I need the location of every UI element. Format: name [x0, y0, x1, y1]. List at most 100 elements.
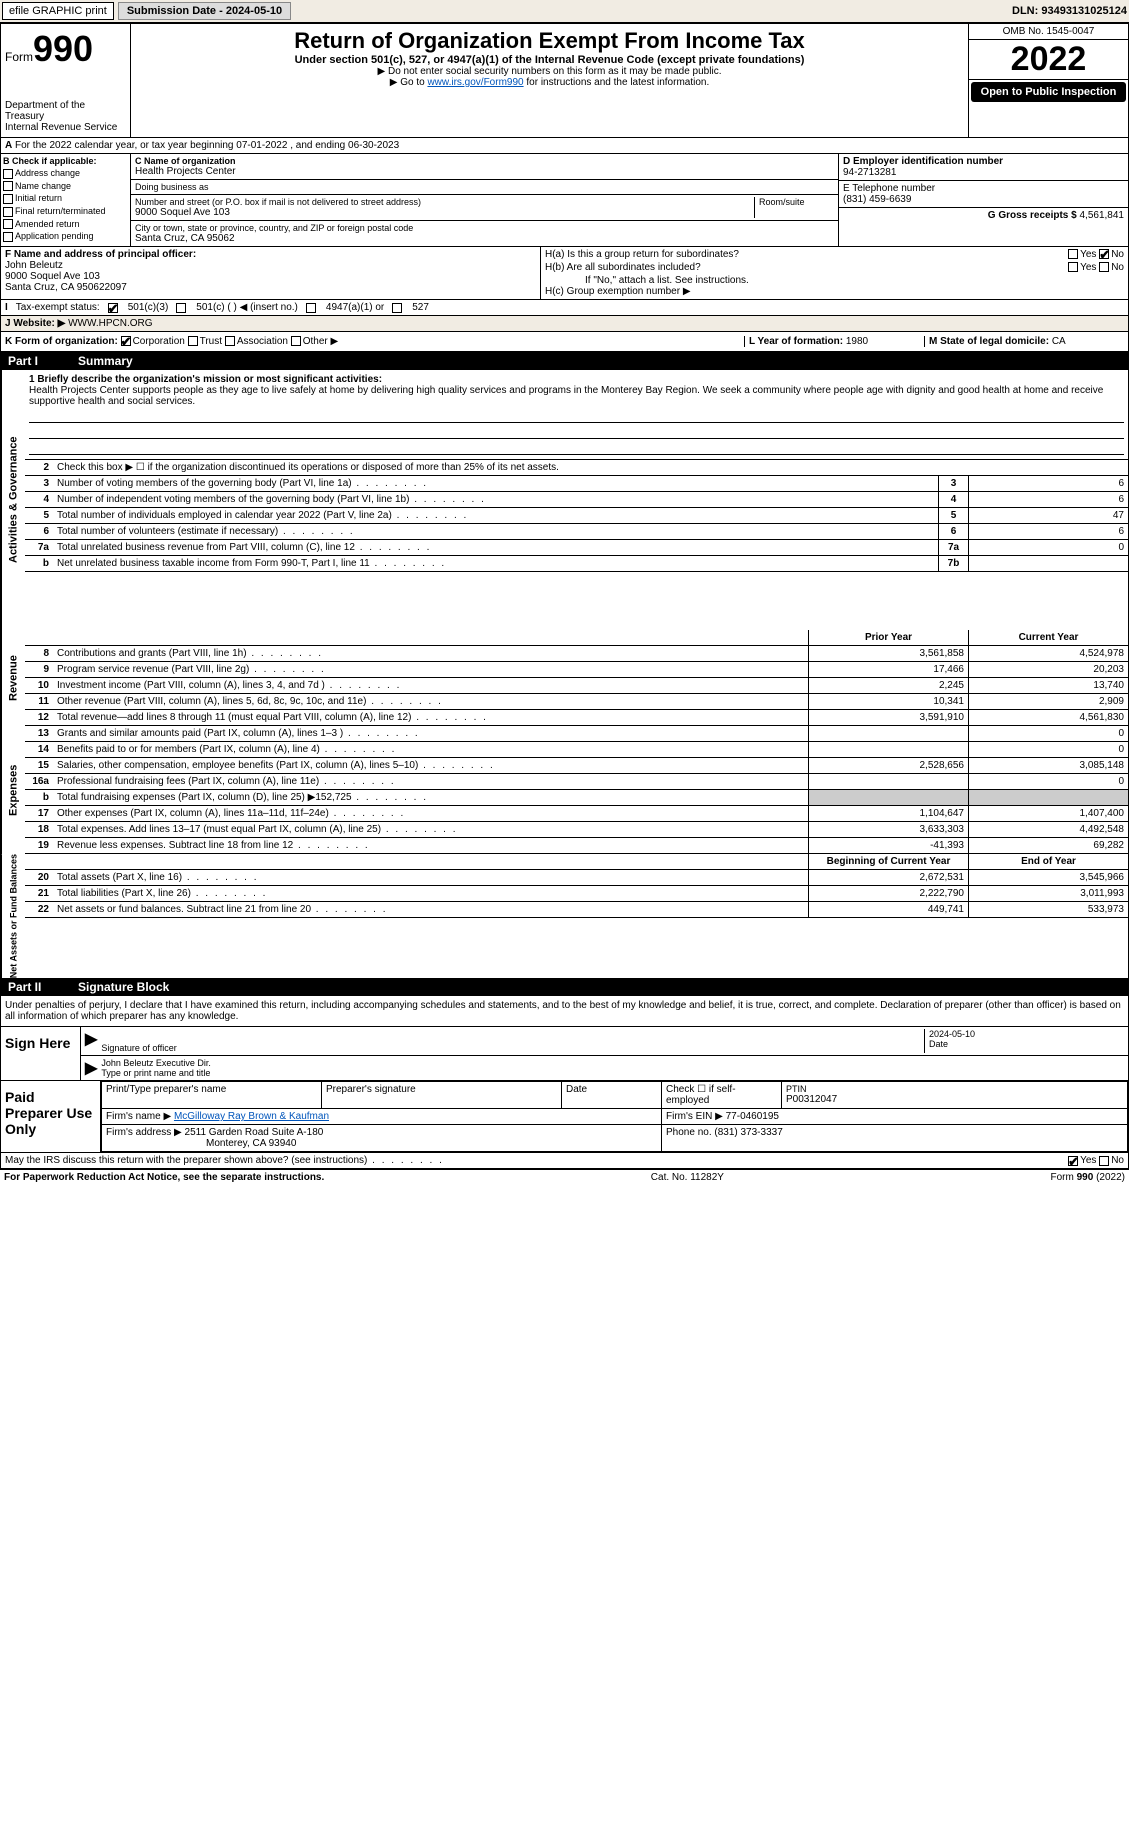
cb-4947[interactable]	[306, 303, 316, 313]
rev-row-11: 11Other revenue (Part VIII, column (A), …	[25, 694, 1128, 710]
col-headers-na: Beginning of Current YearEnd of Year	[25, 854, 1128, 870]
cb-501c3[interactable]	[108, 303, 118, 313]
firm-ein: 77-0460195	[726, 1111, 779, 1122]
sign-here-label: Sign Here	[1, 1027, 81, 1080]
cb-association[interactable]	[225, 336, 235, 346]
col-headers-rev: Prior YearCurrent Year	[25, 630, 1128, 646]
omb-number: OMB No. 1545-0047	[969, 24, 1128, 40]
officer-typed-name: John Beleutz Executive Dir.	[101, 1058, 1124, 1068]
cb-501c[interactable]	[176, 303, 186, 313]
cb-final-return[interactable]: Final return/terminated	[3, 206, 128, 217]
gov-row-4: 4Number of independent voting members of…	[25, 492, 1128, 508]
efile-label: efile GRAPHIC print	[2, 2, 114, 20]
part1-header: Part I Summary	[0, 352, 1129, 370]
header-right: OMB No. 1545-0047 2022 Open to Public In…	[968, 24, 1128, 137]
org-name: Health Projects Center	[135, 166, 834, 177]
firm-name[interactable]: McGilloway Ray Brown & Kaufman	[174, 1111, 329, 1122]
gov-row-5: 5Total number of individuals employed in…	[25, 508, 1128, 524]
phone: (831) 459-6639	[843, 194, 1124, 205]
row-a-tax-year: A For the 2022 calendar year, or tax yea…	[0, 138, 1129, 154]
section-c: C Name of organization Health Projects C…	[131, 154, 838, 246]
header-left: Form990 Department of the Treasury Inter…	[1, 24, 131, 137]
exp-row-19: 19Revenue less expenses. Subtract line 1…	[25, 838, 1128, 854]
cb-other[interactable]	[291, 336, 301, 346]
dept-treasury: Department of the Treasury	[5, 100, 126, 122]
cb-amended[interactable]: Amended return	[3, 219, 128, 230]
section-fh: F Name and address of principal officer:…	[0, 247, 1129, 300]
gov-row-b: bNet unrelated business taxable income f…	[25, 556, 1128, 572]
sig-declaration: Under penalties of perjury, I declare th…	[1, 996, 1128, 1027]
cb-corporation[interactable]	[121, 336, 131, 346]
irs-link[interactable]: www.irs.gov/Form990	[427, 77, 523, 88]
rev-row-9: 9Program service revenue (Part VIII, lin…	[25, 662, 1128, 678]
prep-phone: (831) 373-3337	[714, 1127, 782, 1138]
na-row-21: 21Total liabilities (Part X, line 26)2,2…	[25, 886, 1128, 902]
efile-topbar: efile GRAPHIC print Submission Date - 20…	[0, 0, 1129, 23]
revenue-section: Revenue Prior YearCurrent Year 8Contribu…	[0, 630, 1129, 726]
cb-initial-return[interactable]: Initial return	[3, 193, 128, 204]
header-center: Return of Organization Exempt From Incom…	[131, 24, 968, 137]
row-i-tax-status: I Tax-exempt status: 501(c)(3) 501(c) ( …	[0, 300, 1129, 316]
paid-preparer-section: Paid Preparer Use Only Print/Type prepar…	[0, 1081, 1129, 1153]
row-k-org-form: K Form of organization: Corporation Trus…	[0, 332, 1129, 352]
row-j-website: J Website: ▶ WWW.HPCN.ORG	[0, 316, 1129, 332]
expenses-section: Expenses 13Grants and similar amounts pa…	[0, 726, 1129, 854]
form-footer-label: Form 990 (2022)	[1051, 1172, 1125, 1183]
page-footer: For Paperwork Reduction Act Notice, see …	[0, 1169, 1129, 1185]
form-title: Return of Organization Exempt From Incom…	[135, 28, 964, 54]
gross-receipts: 4,561,841	[1080, 210, 1125, 221]
vtab-activities: Activities & Governance	[1, 370, 25, 630]
may-irs-row: May the IRS discuss this return with the…	[0, 1153, 1129, 1169]
exp-row-15: 15Salaries, other compensation, employee…	[25, 758, 1128, 774]
form-number: Form990	[5, 28, 126, 70]
section-h: H(a) Is this a group return for subordin…	[541, 247, 1128, 299]
rev-row-8: 8Contributions and grants (Part VIII, li…	[25, 646, 1128, 662]
form-header: Form990 Department of the Treasury Inter…	[0, 23, 1129, 138]
street-address: 9000 Soquel Ave 103	[135, 207, 754, 218]
form-note2: ▶ Go to www.irs.gov/Form990 for instruct…	[135, 77, 964, 88]
website: WWW.HPCN.ORG	[68, 318, 152, 329]
gov-row-3: 3Number of voting members of the governi…	[25, 476, 1128, 492]
activities-governance: Activities & Governance 1 Briefly descri…	[0, 370, 1129, 630]
section-bc: B Check if applicable: Address change Na…	[0, 154, 1129, 247]
na-row-20: 20Total assets (Part X, line 16)2,672,53…	[25, 870, 1128, 886]
cb-application-pending[interactable]: Application pending	[3, 231, 128, 242]
mission-section: 1 Briefly describe the organization's mi…	[25, 370, 1128, 460]
gov-row-7a: 7aTotal unrelated business revenue from …	[25, 540, 1128, 556]
officer-name: John Beleutz	[5, 260, 536, 271]
mission-text: Health Projects Center supports people a…	[29, 385, 1124, 407]
exp-row-b: bTotal fundraising expenses (Part IX, co…	[25, 790, 1128, 806]
form-note1: ▶ Do not enter social security numbers o…	[135, 66, 964, 77]
paid-prep-label: Paid Preparer Use Only	[1, 1081, 101, 1152]
section-f-officer: F Name and address of principal officer:…	[1, 247, 541, 299]
cb-address-change[interactable]: Address change	[3, 168, 128, 179]
exp-row-18: 18Total expenses. Add lines 13–17 (must …	[25, 822, 1128, 838]
open-inspection: Open to Public Inspection	[971, 82, 1126, 102]
vtab-expenses: Expenses	[1, 726, 25, 854]
dln: DLN: 93493131025124	[1012, 5, 1127, 17]
tax-year: 2022	[969, 40, 1128, 80]
year-formation: 1980	[846, 336, 868, 347]
submission-date: Submission Date - 2024-05-10	[118, 2, 291, 20]
cb-irs-no[interactable]	[1099, 1156, 1109, 1166]
cb-trust[interactable]	[188, 336, 198, 346]
section-b-checkboxes: B Check if applicable: Address change Na…	[1, 154, 131, 246]
ptin: P00312047	[786, 1094, 1123, 1105]
exp-row-17: 17Other expenses (Part IX, column (A), l…	[25, 806, 1128, 822]
gov-row-6: 6Total number of volunteers (estimate if…	[25, 524, 1128, 540]
signature-block: Under penalties of perjury, I declare th…	[0, 996, 1129, 1081]
part2-header: Part II Signature Block	[0, 978, 1129, 996]
cb-527[interactable]	[392, 303, 402, 313]
irs-label: Internal Revenue Service	[5, 122, 126, 133]
cb-name-change[interactable]: Name change	[3, 181, 128, 192]
rev-row-10: 10Investment income (Part VIII, column (…	[25, 678, 1128, 694]
cb-irs-yes[interactable]	[1068, 1156, 1078, 1166]
gov-row-2: 2Check this box ▶ ☐ if the organization …	[25, 460, 1128, 476]
paid-prep-table: Print/Type preparer's name Preparer's si…	[101, 1081, 1128, 1152]
city-state-zip: Santa Cruz, CA 95062	[135, 233, 834, 244]
exp-row-13: 13Grants and similar amounts paid (Part …	[25, 726, 1128, 742]
vtab-netassets: Net Assets or Fund Balances	[1, 854, 25, 978]
section-deg: D Employer identification number 94-2713…	[838, 154, 1128, 246]
ein: 94-2713281	[843, 167, 1124, 178]
exp-row-14: 14Benefits paid to or for members (Part …	[25, 742, 1128, 758]
